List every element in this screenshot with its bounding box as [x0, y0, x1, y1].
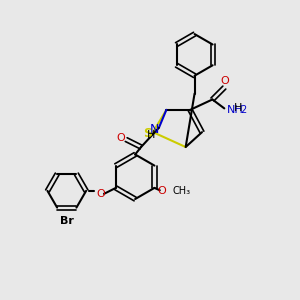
- Text: O: O: [220, 76, 229, 86]
- Text: CH₃: CH₃: [173, 186, 191, 196]
- Text: 2: 2: [241, 105, 247, 115]
- Text: O: O: [158, 186, 166, 196]
- Text: O: O: [116, 133, 125, 142]
- Text: H: H: [147, 130, 156, 140]
- Text: S: S: [143, 127, 152, 140]
- Text: O: O: [96, 189, 105, 199]
- Text: N: N: [150, 123, 159, 136]
- Text: NH: NH: [227, 105, 244, 115]
- Text: Br: Br: [60, 216, 74, 226]
- Text: H: H: [234, 103, 242, 113]
